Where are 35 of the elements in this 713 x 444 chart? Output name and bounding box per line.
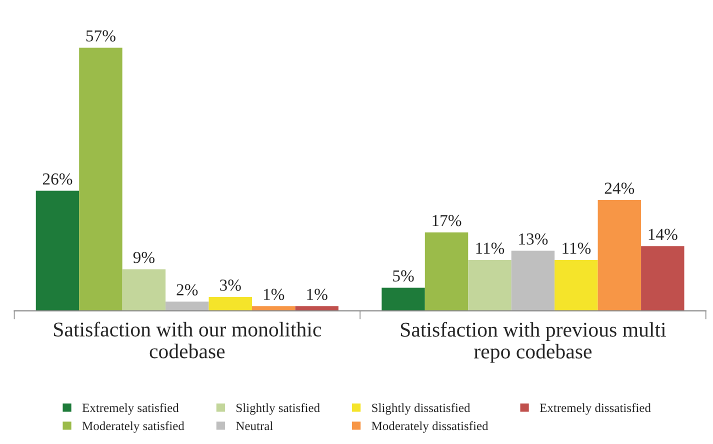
x-tick-label: Satisfaction with our monolithic codebase [54, 322, 322, 358]
bar [554, 260, 598, 311]
bar [36, 190, 80, 311]
legend-label: Moderately dissatisfied [372, 421, 488, 433]
data-label: 14% [648, 228, 678, 240]
bar [641, 246, 684, 311]
bar [511, 250, 555, 311]
data-label: 24% [604, 182, 634, 194]
data-label: 9% [133, 252, 154, 264]
legend-label: Moderately satisfied [82, 421, 184, 433]
bar [166, 302, 209, 311]
data-label: 11% [476, 242, 504, 254]
data-label: 13% [519, 233, 548, 245]
bar [598, 200, 642, 311]
bar [208, 296, 252, 311]
data-label: 5% [393, 270, 414, 282]
data-label: 2% [176, 284, 198, 296]
legend-label: Extremely satisfied [82, 403, 179, 415]
legend-label: Slightly satisfied [236, 403, 320, 415]
data-label: 1% [264, 288, 284, 300]
x-tick-label: Satisfaction with previous multi repo codebase [400, 322, 666, 363]
data-label: 3% [220, 280, 241, 291]
legend-label: Neutral [236, 421, 273, 430]
legend-label: Extremely dissatisfied [540, 403, 651, 415]
legend-label: Slightly dissatisfied [372, 403, 470, 415]
bar [468, 260, 512, 311]
bar [382, 288, 425, 311]
data-label: 17% [432, 214, 462, 226]
data-label: 26% [42, 173, 72, 185]
data-label: 57% [86, 30, 116, 42]
bar [79, 48, 122, 311]
data-label: 1% [307, 288, 328, 300]
bar [424, 232, 468, 311]
bar [122, 269, 166, 311]
data-label: 11% [562, 242, 591, 254]
